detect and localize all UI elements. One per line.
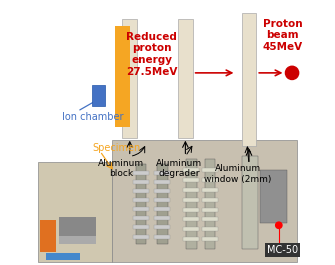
Bar [183, 218, 199, 222]
Text: Reduced
proton
energy
27.5MeV: Reduced proton energy 27.5MeV [126, 32, 177, 77]
Bar [92, 85, 105, 106]
Bar [202, 198, 218, 202]
Bar [133, 180, 149, 184]
Bar [260, 170, 287, 223]
Bar [205, 159, 215, 249]
Bar [154, 180, 170, 184]
Text: Aluminum
block: Aluminum block [98, 159, 144, 178]
Text: Aluminum
degrader: Aluminum degrader [156, 159, 202, 178]
Bar [202, 188, 218, 192]
Bar [202, 168, 218, 172]
Text: Specimen: Specimen [92, 143, 140, 153]
Bar [133, 235, 149, 238]
Bar [154, 189, 170, 193]
Text: Proton
beam
45MeV: Proton beam 45MeV [263, 19, 303, 52]
Bar [183, 178, 199, 182]
Bar [133, 189, 149, 193]
Bar [38, 162, 112, 262]
Bar [123, 19, 137, 138]
Bar [202, 208, 218, 212]
Bar [133, 226, 149, 229]
Bar [112, 140, 297, 262]
Bar [183, 227, 199, 231]
Bar [133, 198, 149, 202]
Bar [59, 217, 96, 238]
Bar [183, 198, 199, 202]
Circle shape [276, 222, 282, 228]
Bar [154, 216, 170, 220]
Bar [154, 207, 170, 211]
Bar [242, 13, 256, 146]
Bar [59, 236, 96, 244]
Bar [202, 218, 218, 222]
Bar [115, 26, 130, 127]
Text: Aluminum
window (2mm): Aluminum window (2mm) [204, 164, 271, 184]
Bar [183, 237, 199, 241]
Bar [202, 178, 218, 182]
Circle shape [285, 66, 299, 80]
Bar [133, 216, 149, 220]
Bar [202, 227, 218, 231]
Bar [136, 164, 146, 244]
Bar [157, 164, 168, 244]
Bar [154, 235, 170, 238]
Bar [133, 207, 149, 211]
Bar [202, 237, 218, 241]
Bar [242, 156, 258, 249]
Bar [183, 168, 199, 172]
Bar [186, 159, 197, 249]
Bar [154, 226, 170, 229]
Bar [183, 188, 199, 192]
Bar [133, 171, 149, 175]
Text: MC-50: MC-50 [267, 245, 298, 255]
Bar [178, 19, 193, 138]
Bar [46, 253, 80, 260]
Bar [40, 220, 56, 252]
Bar [154, 198, 170, 202]
Text: Ion chamber: Ion chamber [62, 112, 123, 122]
Bar [183, 208, 199, 212]
Bar [154, 171, 170, 175]
